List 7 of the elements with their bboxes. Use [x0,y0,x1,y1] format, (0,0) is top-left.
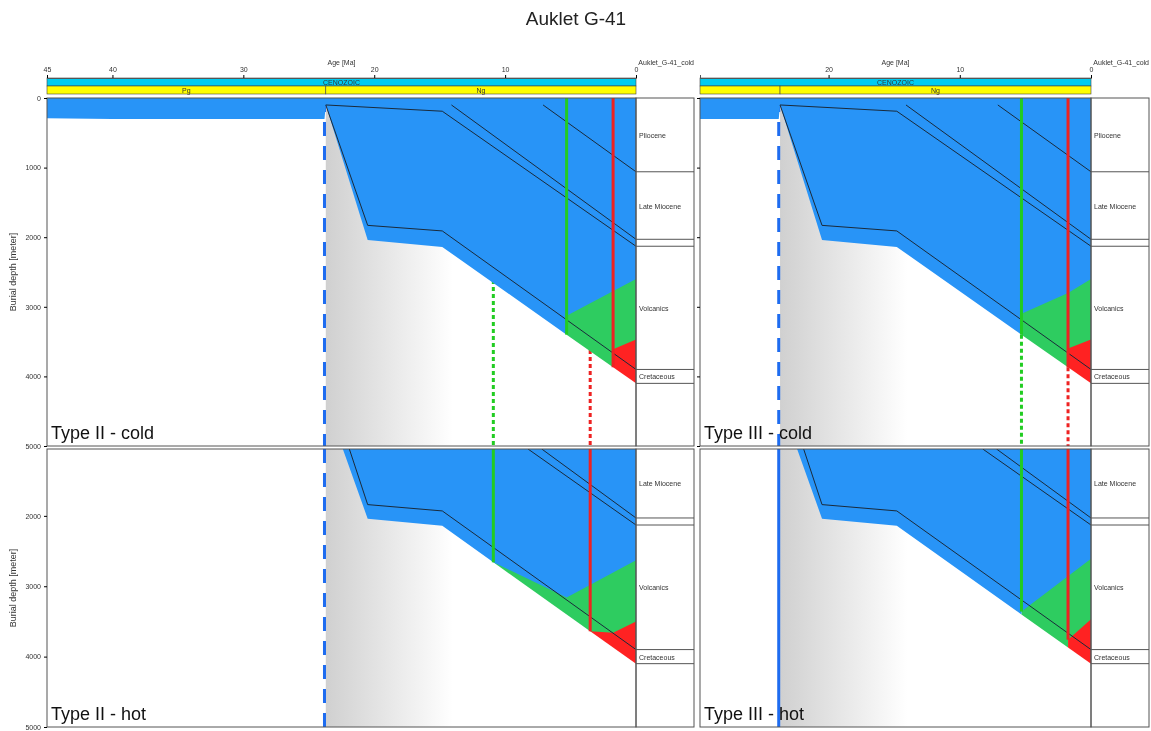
chart-title: Auklet G-41 [525,8,627,29]
y-axis-title: Burial depth [meter] [8,548,18,628]
text: Type III - hot [704,704,805,724]
y-axis-title: Burial depth [meter] [8,232,18,312]
text: Type II - hot [51,704,147,724]
text: Type II - cold [51,423,155,443]
text: Type III - cold [704,423,813,443]
